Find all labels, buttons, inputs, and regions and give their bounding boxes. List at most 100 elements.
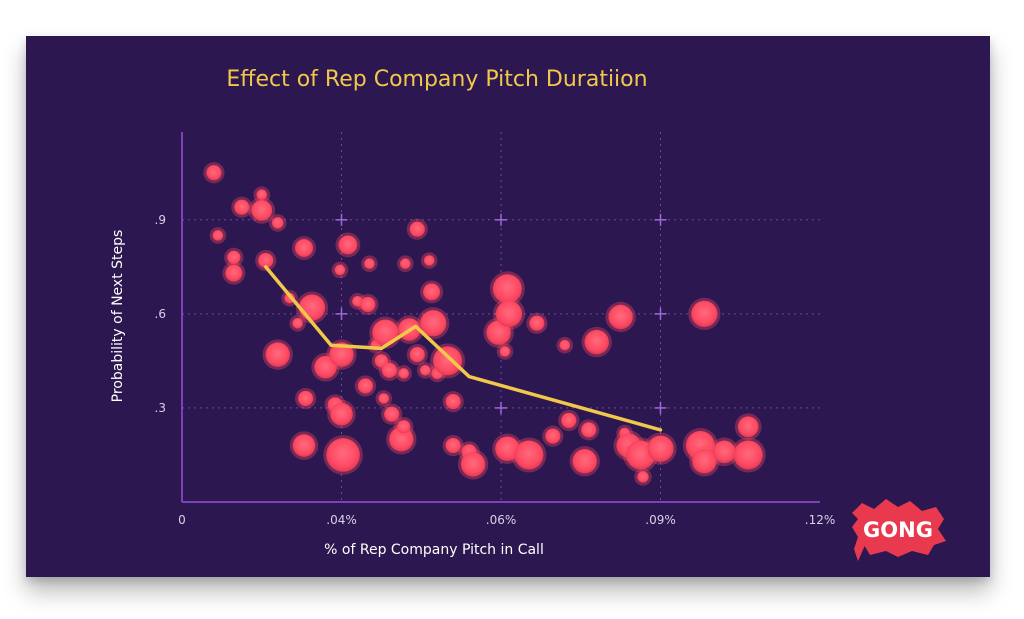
logo-tail [854,543,866,561]
data-point-core [360,296,376,313]
data-point-core [495,436,520,461]
data-point-core [326,438,360,472]
chart-svg: Effect of Rep Company Pitch Duratiion 0.… [110,67,946,561]
data-point-core [374,354,389,368]
data-point-core [445,394,461,410]
data-point [354,375,377,397]
data-point [442,434,464,457]
data-point [489,271,525,307]
data-point [496,343,514,360]
data-point-core [737,416,759,438]
data-point [558,409,580,432]
data-point [327,399,356,429]
data-point [511,437,547,473]
data-point [386,424,417,455]
x-tick-label: .04% [326,513,357,527]
data-point-core [234,199,250,215]
data-point-core [330,402,353,426]
data-point [209,227,227,244]
data-point-core [409,221,425,237]
chart-title: Effect of Rep Company Pitch Duratiion [226,67,647,92]
y-tick-label: .3 [155,401,166,415]
data-point-core [733,440,763,470]
data-point [248,197,276,224]
data-point [394,417,414,437]
trend-layer [263,265,663,432]
data-point-core [445,437,461,454]
data-point [289,314,306,332]
data-point [203,162,225,184]
data-point-core [381,362,397,378]
data-point-core [384,406,400,422]
data-point-core [559,339,571,351]
data-point [381,403,403,425]
data-point [416,362,434,379]
data-point-core [256,189,268,201]
data-point [710,437,739,467]
data-point-core [338,235,358,255]
data-point-core [691,300,718,327]
data-point-core [545,428,561,444]
data-point [430,343,466,379]
data-point [231,196,253,218]
data-point [289,431,319,460]
data-point-core [486,320,511,345]
data-point [378,359,400,381]
data-point [395,365,413,382]
data-point-core [292,434,316,457]
data-point [255,249,277,272]
data-point-core [584,329,609,355]
data-point-core [212,230,224,241]
data-point-core [423,255,435,266]
data-point-core [420,310,447,337]
data-point-core [271,217,284,229]
data-point-core [378,393,390,404]
data-point-core [561,412,577,429]
data-point [542,425,564,447]
data-point [295,387,317,410]
data-point-core [492,274,522,304]
data-point-core [608,304,633,330]
data-point-core [400,258,411,269]
data-point [406,344,428,366]
data-point-core [398,368,410,379]
points-layer [203,162,766,486]
data-point [457,449,489,480]
x-tick-label: .12% [805,513,836,527]
x-tick-label: .09% [645,513,676,527]
data-point [224,247,244,268]
data-point [222,261,246,285]
data-point-core [397,420,411,434]
data-point [371,351,392,371]
data-point-core [258,252,274,269]
data-point-core [529,315,545,331]
data-point-core [423,283,441,301]
data-point [689,446,720,477]
data-point [406,218,428,240]
data-point-core [499,346,511,357]
data-point [292,236,316,260]
data-point-core [572,449,597,474]
data-point [361,255,378,272]
data-point [375,390,393,407]
chart-card: Effect of Rep Company Pitch Duratiion 0.… [26,36,990,577]
data-point-core [265,342,290,367]
data-point [420,280,444,304]
data-point-core [713,440,736,464]
data-point [578,419,600,441]
data-point-core [298,294,326,321]
y-tick-label: .9 [155,213,166,227]
x-tick-label: .06% [486,513,517,527]
logo-starburst [852,499,946,557]
data-point-core [314,355,337,379]
data-point [605,301,636,333]
data-point-core [692,449,717,474]
data-point [357,293,379,316]
data-point-core [298,390,314,407]
data-point [268,214,287,232]
data-point [730,437,766,473]
data-point-core [433,346,463,376]
x-tick-label: 0 [178,513,186,527]
trend-line [263,265,663,432]
data-point [688,297,721,330]
